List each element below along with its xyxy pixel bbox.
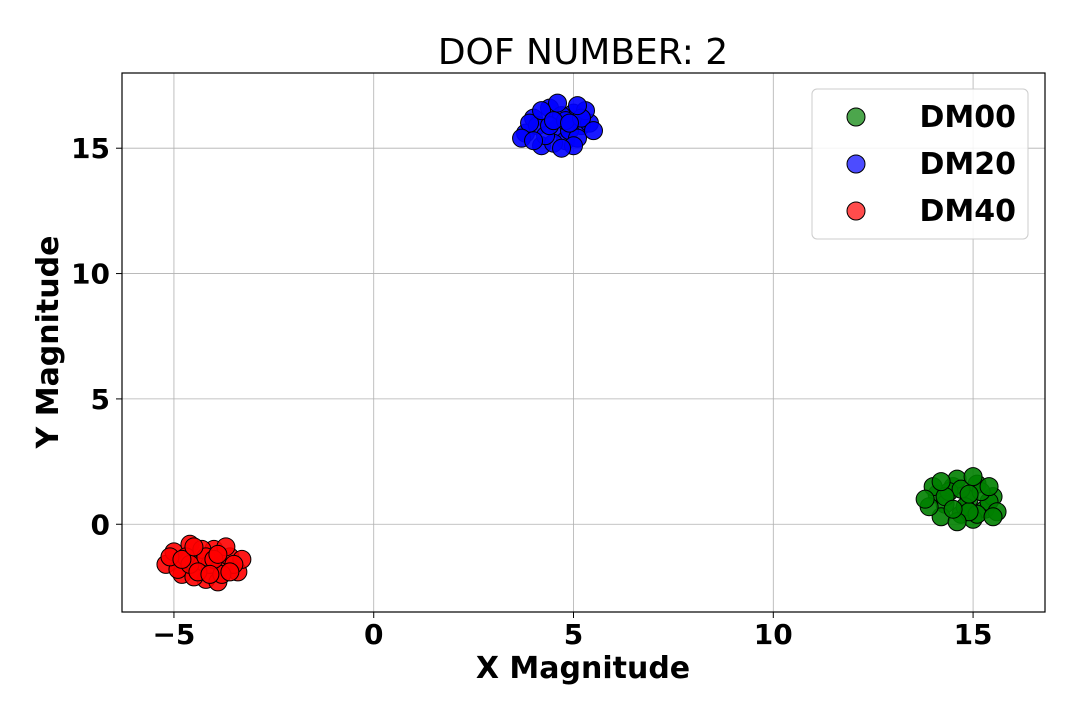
x-axis-label: X Magnitude xyxy=(476,651,690,686)
legend-marker-dm20 xyxy=(846,154,866,174)
x-tick-label: 0 xyxy=(364,618,383,651)
data-point xyxy=(184,537,204,557)
y-tick-label: 10 xyxy=(71,258,110,291)
data-point xyxy=(208,544,228,564)
legend-label-dm00: DM00 xyxy=(919,100,1016,135)
y-tick-label: 5 xyxy=(91,383,110,416)
data-point xyxy=(544,111,564,131)
data-point xyxy=(963,467,983,487)
legend: DM00 DM20 DM40 xyxy=(811,88,1029,240)
data-point xyxy=(200,564,220,584)
legend-marker-dm40 xyxy=(846,201,866,221)
data-point xyxy=(979,477,999,497)
axis-ticks: −5 0 5 10 15 0 5 10 15 xyxy=(71,132,993,651)
data-point xyxy=(983,507,1003,527)
legend-label-dm20: DM20 xyxy=(919,147,1016,182)
chart-title: DOF NUMBER: 2 xyxy=(438,32,728,73)
series-dm40-points xyxy=(156,534,252,592)
plot-frame xyxy=(121,72,1046,613)
y-tick-label: 0 xyxy=(91,508,110,541)
data-point xyxy=(172,549,192,569)
data-point xyxy=(943,499,963,519)
x-tick-label: 5 xyxy=(564,618,583,651)
data-point xyxy=(568,96,588,116)
x-tick-label: 15 xyxy=(954,618,993,651)
data-point xyxy=(915,489,935,509)
legend-box xyxy=(811,88,1029,240)
data-point xyxy=(931,472,951,492)
x-tick-label: −5 xyxy=(152,618,195,651)
data-point xyxy=(220,562,240,582)
x-tick-label: 10 xyxy=(754,618,793,651)
data-point xyxy=(959,484,979,504)
data-point xyxy=(524,131,544,151)
data-point xyxy=(583,121,603,141)
data-point xyxy=(560,113,580,133)
data-points xyxy=(156,93,1007,592)
series-dm00-points xyxy=(915,467,1007,532)
y-tick-label: 15 xyxy=(71,132,110,165)
series-dm20-points xyxy=(512,93,603,158)
data-point xyxy=(552,138,572,158)
legend-marker-dm00 xyxy=(846,107,866,127)
y-axis-label: Y Magnitude xyxy=(31,236,66,450)
data-point xyxy=(548,93,568,113)
legend-label-dm40: DM40 xyxy=(919,194,1016,229)
